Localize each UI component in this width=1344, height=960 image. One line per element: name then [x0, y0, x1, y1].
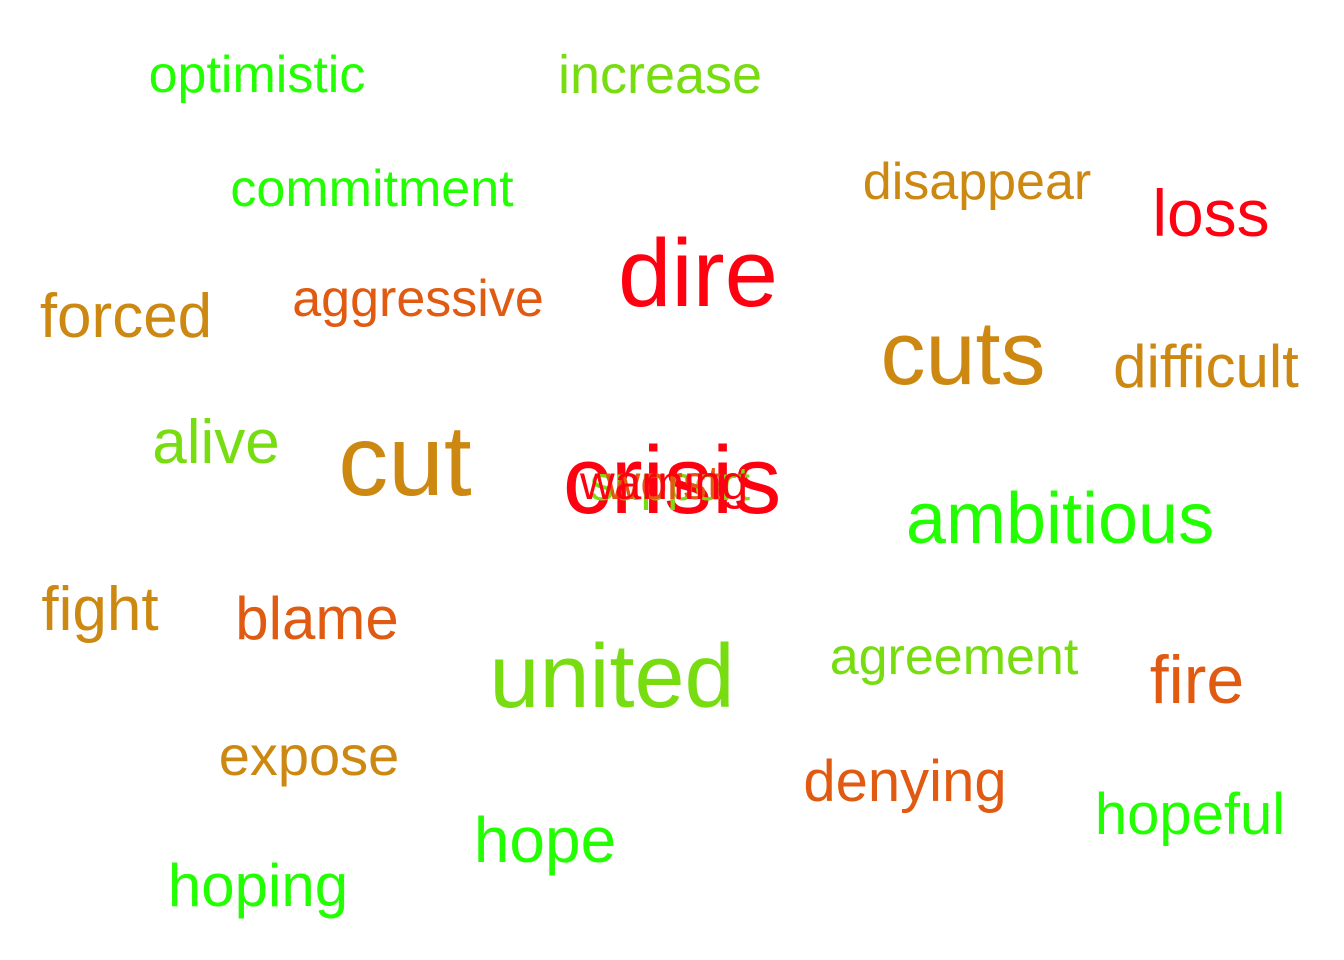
word-hopeful: hopeful — [1094, 782, 1286, 847]
word-aggressive: aggressive — [292, 270, 544, 328]
word-loss: loss — [1152, 176, 1270, 250]
word-commitment: commitment — [230, 160, 514, 218]
word-increase: increase — [557, 45, 763, 105]
word-hope: hope — [473, 804, 617, 876]
word-fight: fight — [41, 575, 159, 644]
word-agreement: agreement — [829, 628, 1079, 686]
word-hoping: hoping — [167, 852, 349, 919]
word-support: support — [589, 458, 751, 511]
word-forced: forced — [39, 282, 213, 351]
word-optimistic: optimistic — [148, 46, 366, 104]
word-ambitious: ambitious — [905, 479, 1215, 559]
word-fire: fire — [1149, 642, 1245, 718]
word-worst: worst — [605, 457, 721, 510]
word-blame: blame — [235, 585, 399, 652]
word-disappear: disappear — [862, 153, 1092, 211]
word-expose: expose — [218, 724, 400, 787]
word-alive: alive — [152, 408, 280, 477]
word-crisis: crisis — [562, 427, 782, 534]
word-dire: dire — [617, 220, 779, 327]
word-cut: cut — [338, 405, 472, 517]
word-united: united — [489, 627, 735, 727]
word-denying: denying — [803, 749, 1007, 814]
word-difficult: difficult — [1113, 333, 1299, 400]
word-cuts: cuts — [880, 304, 1046, 404]
word-warning: warning — [579, 457, 749, 510]
